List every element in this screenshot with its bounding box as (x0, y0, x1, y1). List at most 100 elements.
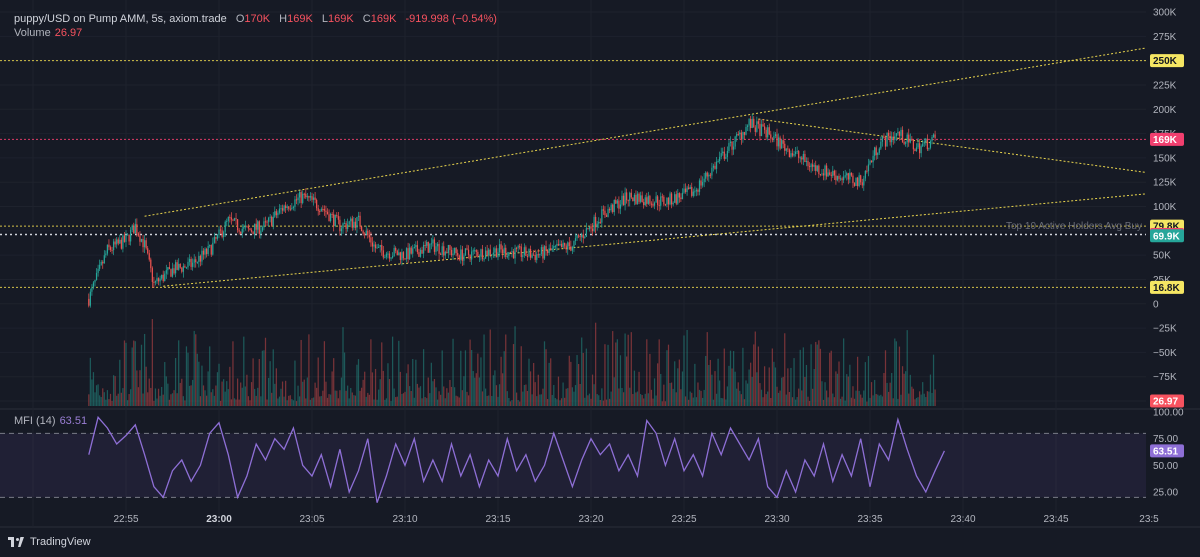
candle-body (202, 250, 205, 255)
candle-body (796, 151, 798, 153)
volume-bar (102, 388, 104, 406)
candle-body (402, 252, 405, 259)
candle-body (424, 244, 426, 246)
volume-bar (376, 399, 378, 406)
volume-bar (833, 397, 835, 406)
volume-bar (443, 386, 445, 406)
volume-bar (131, 347, 133, 406)
candle-body (883, 136, 885, 138)
candle-body (554, 245, 556, 247)
volume-bar (444, 398, 446, 406)
candle-body (898, 131, 901, 136)
candle-body (283, 205, 285, 211)
volume-bar (732, 351, 735, 406)
volume-bar (333, 358, 335, 406)
tradingview-brand[interactable]: TradingView (8, 536, 91, 548)
candle-body (308, 196, 310, 198)
candle-body (227, 216, 229, 221)
candle-body (850, 172, 853, 176)
candle-body (311, 196, 313, 200)
candle-body (467, 249, 470, 255)
volume-bar (125, 342, 127, 406)
candle-body (863, 178, 865, 186)
volume-bar (751, 376, 753, 406)
candle-body (281, 208, 284, 211)
volume-bar (627, 334, 629, 406)
volume-bar (364, 371, 366, 406)
candle-body (768, 127, 770, 135)
mfi-legend[interactable]: MFI (14) 63.51 (14, 415, 87, 427)
volume-bar (808, 401, 811, 406)
volume-bar (898, 346, 901, 406)
volume-bar (843, 338, 845, 406)
candle-body (731, 141, 733, 150)
candle-body (585, 228, 587, 237)
candle-body (756, 121, 758, 132)
volume-bar (556, 399, 558, 406)
volume-bar (760, 389, 763, 406)
candle-body (478, 256, 481, 258)
volume-bar (542, 388, 544, 406)
time-axis-tick: 23:05 (299, 514, 324, 525)
volume-bar (139, 370, 141, 406)
volume-bar (511, 400, 513, 406)
volume-bar (674, 361, 676, 406)
volume-bar (370, 339, 372, 406)
volume-bar (546, 399, 549, 406)
volume-bar (271, 392, 273, 406)
candle-body (154, 281, 157, 283)
candle-body (703, 178, 705, 182)
candle-body (672, 202, 674, 205)
candle-body (858, 175, 860, 187)
volume-bar (505, 334, 507, 406)
volume-bar (798, 388, 800, 406)
candle-body (692, 191, 694, 196)
volume-bar (512, 344, 515, 406)
candle-body (652, 203, 654, 206)
avg-buy-annotation: Top 10 Active Holders Avg Buy (1006, 221, 1142, 232)
volume-bar (543, 341, 546, 406)
volume-bar (447, 392, 450, 406)
candle-body (745, 126, 747, 135)
time-axis-tick: 23:35 (857, 514, 882, 525)
candle-body (275, 211, 277, 216)
symbol-name[interactable]: puppy/USD on Pump AMM, 5s, axiom.trade (14, 13, 227, 25)
candle-body (604, 210, 606, 216)
candle-body (528, 249, 530, 257)
candle-body (632, 197, 634, 202)
candle-body (126, 234, 129, 236)
volume-bar (261, 350, 264, 406)
candle-body (804, 154, 806, 163)
candle-body (159, 278, 161, 282)
volume-bar (745, 380, 747, 406)
candle-body (903, 141, 905, 144)
volume-bar (105, 399, 107, 406)
candle-body (258, 221, 260, 234)
candle-body (694, 191, 696, 193)
candle-body (244, 226, 246, 228)
candle-body (106, 244, 109, 254)
candle-body (750, 119, 752, 129)
volume-bar (591, 374, 594, 406)
candle-body (531, 254, 533, 258)
candle-body (776, 134, 778, 147)
volume-bar (856, 356, 859, 406)
candle-body (677, 193, 679, 204)
volume-bar (908, 393, 910, 406)
price-axis-tick: 25K (1153, 275, 1171, 286)
volume-bar (478, 377, 481, 406)
volume-bar (136, 370, 138, 406)
candle-body (638, 193, 640, 202)
candle-body (636, 193, 639, 204)
volume-bar (97, 384, 99, 406)
candle-body (137, 233, 140, 236)
volume-bar (847, 376, 849, 406)
volume-bar (500, 356, 502, 406)
volume-legend[interactable]: Volume 26.97 (14, 27, 82, 39)
low-value: 169K (328, 13, 354, 25)
volume-bar (246, 374, 248, 406)
candle-body (164, 273, 166, 282)
volume-bar (864, 362, 866, 406)
